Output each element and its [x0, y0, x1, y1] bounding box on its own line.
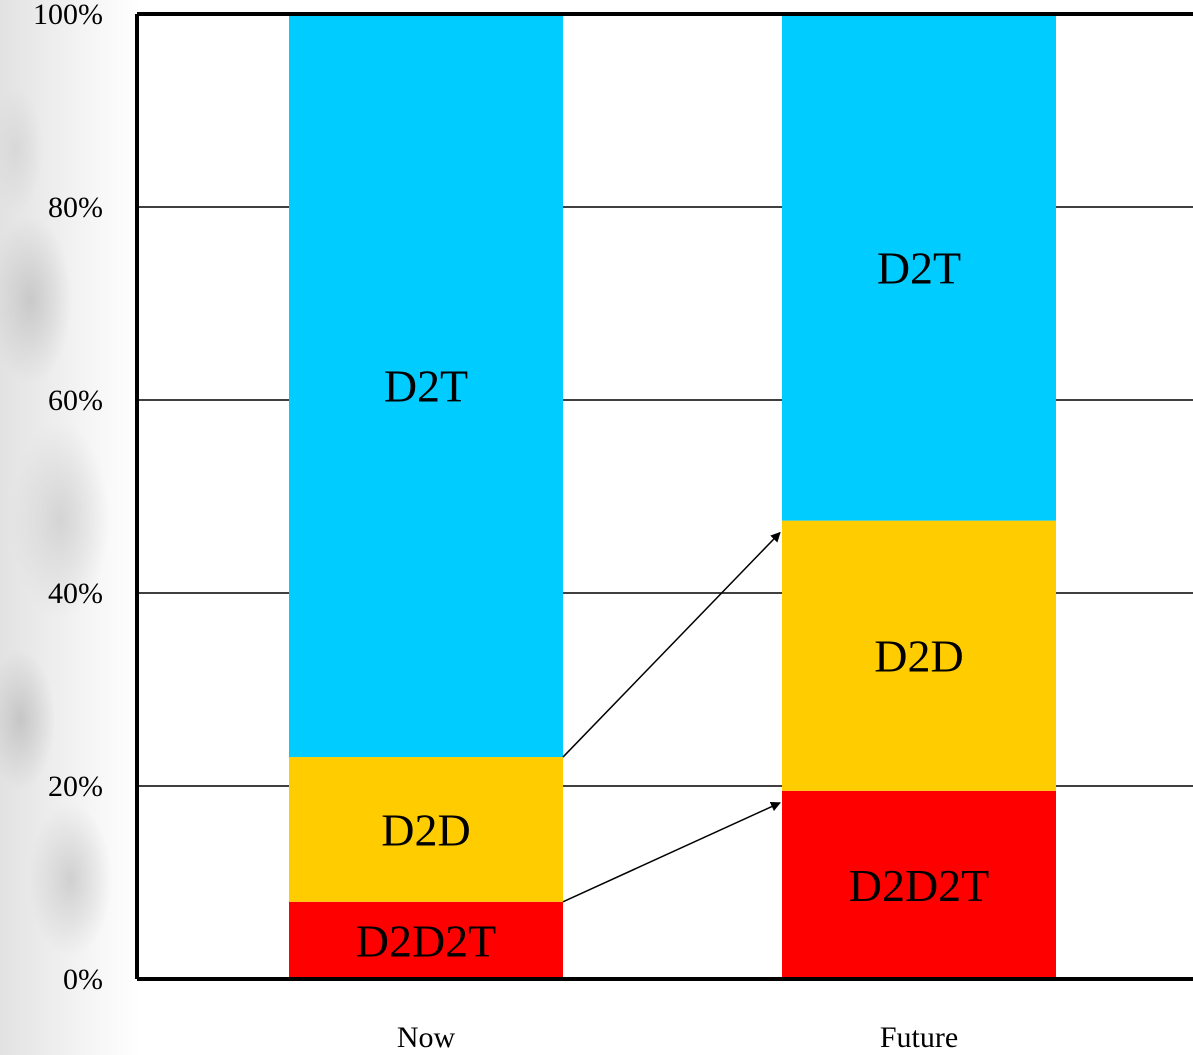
segment-label: D2D: [381, 804, 470, 855]
x-category-label: Now: [397, 1021, 456, 1054]
x-category-label: Future: [880, 1021, 958, 1054]
arrow-d2d: [562, 531, 781, 758]
y-tick-label: 80%: [48, 191, 103, 224]
segment-label: D2D2T: [356, 915, 497, 966]
y-tick-label: 0%: [63, 963, 103, 996]
bar-segment: [289, 757, 563, 902]
axes: [135, 12, 1193, 981]
labels: 0% 20% 40% 60% 80% 100% D2D2T D2D D2T Now D2D2T D2D…: [33, 0, 989, 1054]
segment-label: D2T: [877, 242, 961, 293]
y-tick-label: 40%: [48, 577, 103, 610]
segment-label: D2D: [874, 631, 963, 682]
bar-segment: [289, 14, 563, 758]
bars: [289, 14, 1056, 979]
annotation-arrows: [562, 531, 781, 903]
y-tick-label: 60%: [48, 384, 103, 417]
segment-label: D2D2T: [849, 860, 990, 911]
bar-segment: [782, 14, 1056, 521]
y-tick-label: 20%: [48, 770, 103, 803]
bar-segment: [782, 790, 1056, 979]
bar-segment: [782, 520, 1056, 791]
y-tick-label: 100%: [33, 0, 103, 31]
bar-segment: [289, 901, 563, 979]
arrow-d2d2t: [562, 802, 781, 903]
segment-label: D2T: [384, 361, 468, 412]
decorative-background: [0, 0, 140, 1055]
